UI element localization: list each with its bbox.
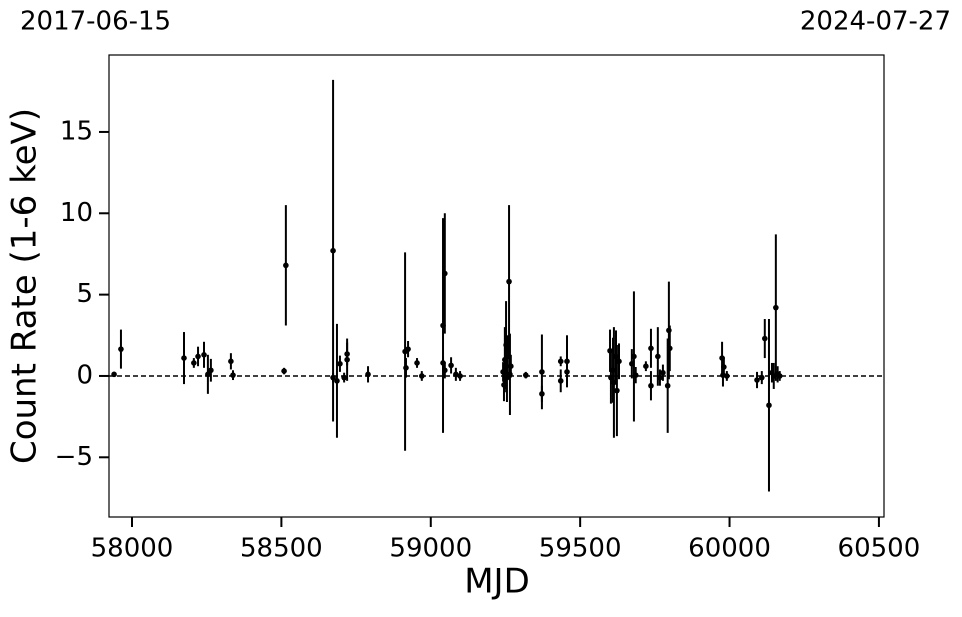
data-point bbox=[539, 391, 545, 397]
data-point bbox=[776, 373, 783, 379]
data-point bbox=[191, 360, 197, 366]
data-point bbox=[648, 382, 654, 389]
data-point bbox=[506, 278, 512, 285]
data-point bbox=[414, 360, 420, 366]
data-point bbox=[111, 371, 117, 378]
x-tick-label: 59500 bbox=[539, 534, 622, 564]
data-point bbox=[564, 369, 570, 375]
data-point bbox=[448, 362, 454, 369]
data-point bbox=[724, 373, 730, 379]
data-point bbox=[614, 387, 620, 394]
y-tick-label: 10 bbox=[60, 198, 93, 228]
y-tick-label: 5 bbox=[76, 279, 93, 309]
data-point bbox=[334, 378, 340, 384]
data-point bbox=[181, 355, 187, 361]
data-point bbox=[761, 335, 768, 342]
data-point bbox=[330, 374, 336, 381]
data-point bbox=[648, 345, 654, 352]
data-point bbox=[205, 371, 211, 378]
data-point bbox=[632, 372, 639, 378]
data-point bbox=[341, 374, 347, 381]
start-date: 2017-06-15 bbox=[20, 7, 171, 37]
x-tick-label: 58000 bbox=[91, 534, 174, 564]
data-point bbox=[344, 351, 350, 357]
x-tick-label: 58500 bbox=[240, 534, 323, 564]
data-point bbox=[721, 364, 727, 370]
y-tick-label: 15 bbox=[60, 116, 93, 146]
data-point bbox=[330, 247, 336, 254]
data-point bbox=[419, 373, 425, 379]
data-point bbox=[557, 358, 564, 365]
data-point bbox=[759, 374, 765, 381]
y-tick-label: 0 bbox=[76, 360, 93, 390]
data-point bbox=[660, 369, 666, 376]
data-point bbox=[283, 262, 289, 269]
data-point bbox=[766, 402, 772, 409]
y-axis-label: Count Rate (1-6 keV) bbox=[5, 108, 45, 464]
x-tick-label: 60000 bbox=[688, 534, 771, 564]
data-point bbox=[664, 382, 671, 389]
data-point bbox=[457, 373, 463, 379]
data-point bbox=[522, 372, 529, 378]
data-point bbox=[616, 358, 622, 365]
data-point bbox=[643, 363, 649, 369]
data-point bbox=[403, 365, 409, 371]
plot-frame bbox=[108, 54, 885, 518]
data-point bbox=[557, 378, 564, 384]
data-point bbox=[442, 367, 448, 374]
data-point bbox=[657, 374, 663, 381]
data-point bbox=[228, 358, 234, 365]
data-point bbox=[666, 345, 673, 352]
data-point bbox=[405, 346, 411, 352]
data-point bbox=[365, 371, 371, 378]
data-point bbox=[337, 360, 343, 367]
data-point bbox=[655, 353, 661, 360]
x-axis-label: MJD bbox=[464, 562, 530, 602]
data-point bbox=[773, 304, 779, 311]
data-point bbox=[208, 367, 214, 374]
data-point bbox=[230, 372, 236, 378]
y-tick-label: −5 bbox=[55, 442, 93, 472]
end-date: 2024-07-27 bbox=[800, 7, 951, 37]
data-point bbox=[631, 353, 637, 360]
data-point bbox=[564, 358, 570, 365]
data-point bbox=[281, 368, 287, 374]
x-tick-label: 59000 bbox=[389, 534, 472, 564]
data-point bbox=[754, 377, 760, 383]
data-point bbox=[201, 352, 207, 358]
data-point bbox=[442, 270, 448, 277]
x-tick-label: 60500 bbox=[838, 534, 921, 564]
data-point bbox=[118, 346, 124, 352]
data-point bbox=[539, 369, 545, 375]
data-point bbox=[508, 363, 514, 369]
data-point bbox=[195, 353, 201, 360]
